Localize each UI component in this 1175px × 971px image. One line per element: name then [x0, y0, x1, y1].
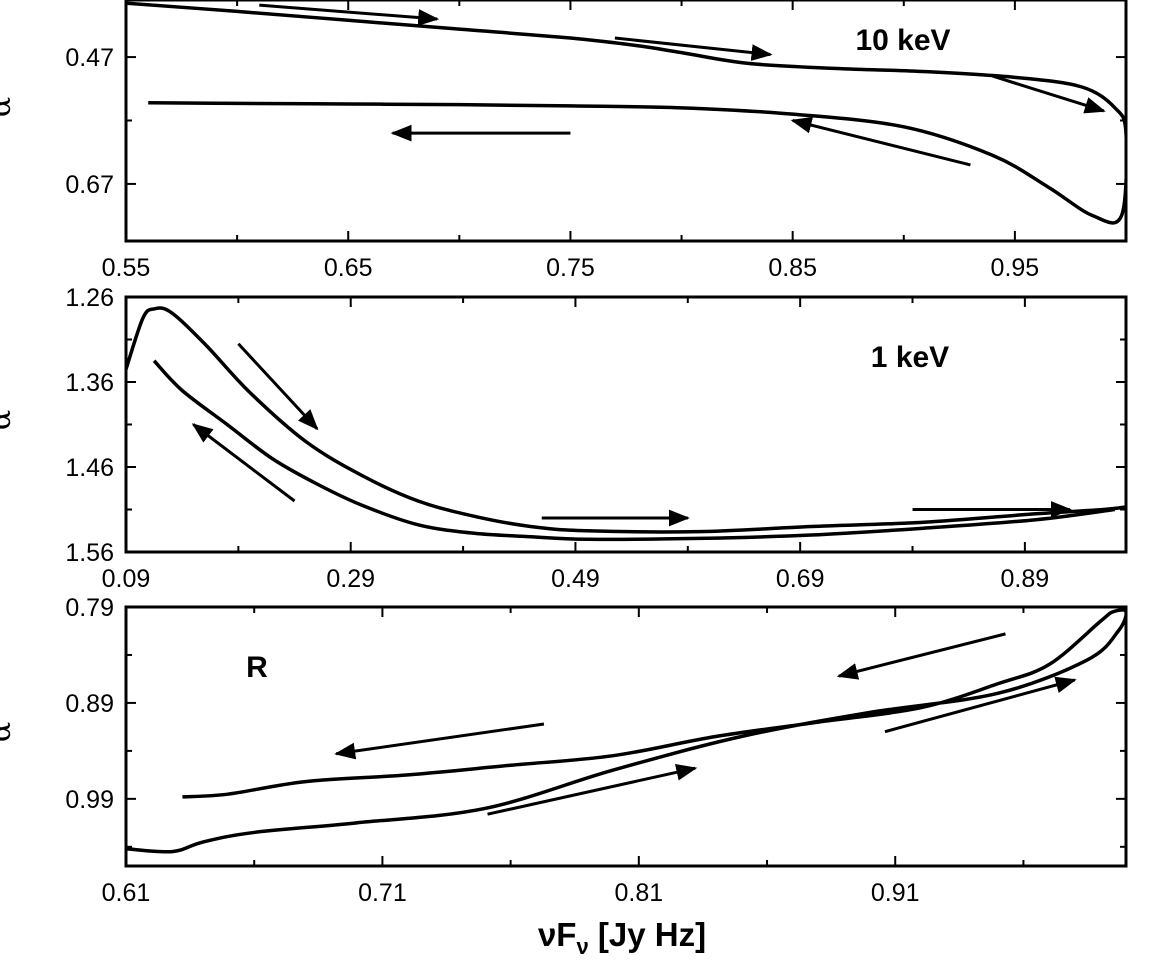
- x-tick-label: 0.75: [546, 254, 595, 282]
- y-axis-label: α: [0, 722, 18, 742]
- panel-annotation: R: [246, 651, 268, 684]
- y-axis-label: α: [0, 410, 18, 430]
- plot-frame: [124, 0, 1128, 243]
- y-tick-label: 0.79: [65, 594, 114, 622]
- x-axis-label: νFν [Jy Hz]: [538, 916, 706, 959]
- x-tick-label: 0.71: [358, 879, 407, 907]
- panel-r: 0.61 0.71 0.81 0.91 0.79 0.89 0.99 α R: [0, 594, 1128, 907]
- direction-arrow: [237, 342, 319, 431]
- y-tick-label: 0.47: [65, 44, 114, 72]
- data-curve: [152, 359, 1115, 542]
- x-tick-label: 0.69: [776, 565, 825, 593]
- x-tick-label: 0.55: [102, 254, 151, 282]
- data-curve: [126, 1, 1126, 225]
- x-tick-label: 0.09: [102, 565, 151, 593]
- x-tick-label: 0.95: [991, 254, 1040, 282]
- direction-arrow: [259, 3, 440, 26]
- y-tick-label: 1.46: [65, 454, 114, 482]
- plot-frame: [124, 295, 1128, 554]
- direction-arrow: [790, 116, 971, 167]
- y-tick-label: 0.99: [65, 786, 114, 814]
- y-tick-label: 1.56: [65, 539, 114, 567]
- x-tick-label: 0.85: [768, 254, 817, 282]
- y-tick-label: 1.36: [65, 369, 114, 397]
- x-tick-label: 0.65: [324, 254, 373, 282]
- panel-10kev: 0.55 0.65 0.75 0.85 0.95 0.47 0.67 α 10 keV: [0, 0, 1128, 282]
- y-tick-label: 0.67: [65, 171, 114, 199]
- x-tick-label: 0.91: [871, 879, 920, 907]
- y-tick-label: 1.26: [65, 284, 114, 312]
- direction-arrow: [992, 74, 1106, 114]
- panel-1kev: 0.09 0.29 0.49 0.69 0.89 1.26 1.36 1.46 1.56 α 1 k…: [0, 284, 1128, 593]
- y-axis-label: α: [0, 97, 18, 117]
- panel-annotation: 10 keV: [855, 24, 950, 57]
- x-tick-label: 0.89: [1001, 565, 1050, 593]
- data-curve: [126, 608, 1126, 854]
- direction-arrow: [614, 36, 773, 61]
- direction-arrow: [191, 423, 296, 503]
- plot-frame: [124, 605, 1128, 868]
- direction-arrow: [884, 676, 1077, 734]
- direction-arrow: [334, 722, 545, 760]
- data-curve: [126, 306, 1126, 534]
- direction-arrow: [836, 632, 1006, 680]
- panel-annotation: 1 keV: [871, 341, 949, 374]
- y-tick-label: 0.89: [65, 690, 114, 718]
- x-tick-label: 0.29: [326, 565, 375, 593]
- x-tick-label: 0.81: [614, 879, 663, 907]
- x-tick-label: 0.61: [102, 879, 151, 907]
- x-tick-label: 0.49: [551, 565, 600, 593]
- direction-arrow: [487, 764, 698, 816]
